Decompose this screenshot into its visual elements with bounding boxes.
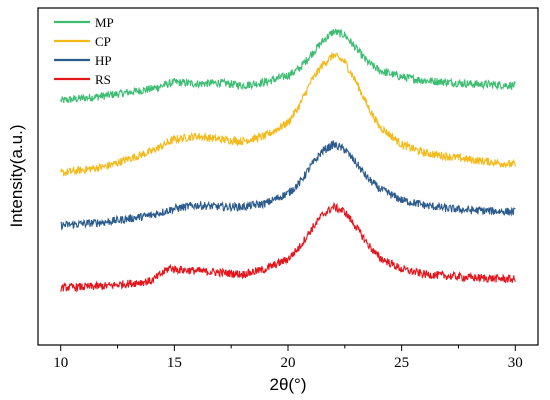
x-tick-label: 25 [394, 355, 409, 371]
x-tick-label: 20 [281, 355, 296, 371]
y-axis-title: Intensity(a.u.) [7, 125, 26, 228]
series-line-hp [60, 139, 516, 231]
legend: MP CP HP RS [54, 15, 114, 87]
x-tick-label: 10 [53, 355, 68, 371]
legend-label-mp: MP [95, 15, 114, 30]
x-tick-label: 30 [508, 355, 523, 371]
legend-label-rs: RS [95, 72, 111, 87]
series-line-rs [60, 202, 516, 293]
series-line-cp [60, 52, 516, 177]
x-axis-ticks: 10 15 20 25 30 [53, 345, 523, 371]
series-line-mp [60, 28, 516, 104]
legend-label-hp: HP [95, 53, 112, 68]
legend-label-cp: CP [95, 34, 111, 49]
x-tick-label: 15 [167, 355, 182, 371]
x-axis-title: 2θ(°) [269, 375, 306, 394]
plot-frame [37, 7, 539, 346]
series-layer [60, 28, 516, 293]
